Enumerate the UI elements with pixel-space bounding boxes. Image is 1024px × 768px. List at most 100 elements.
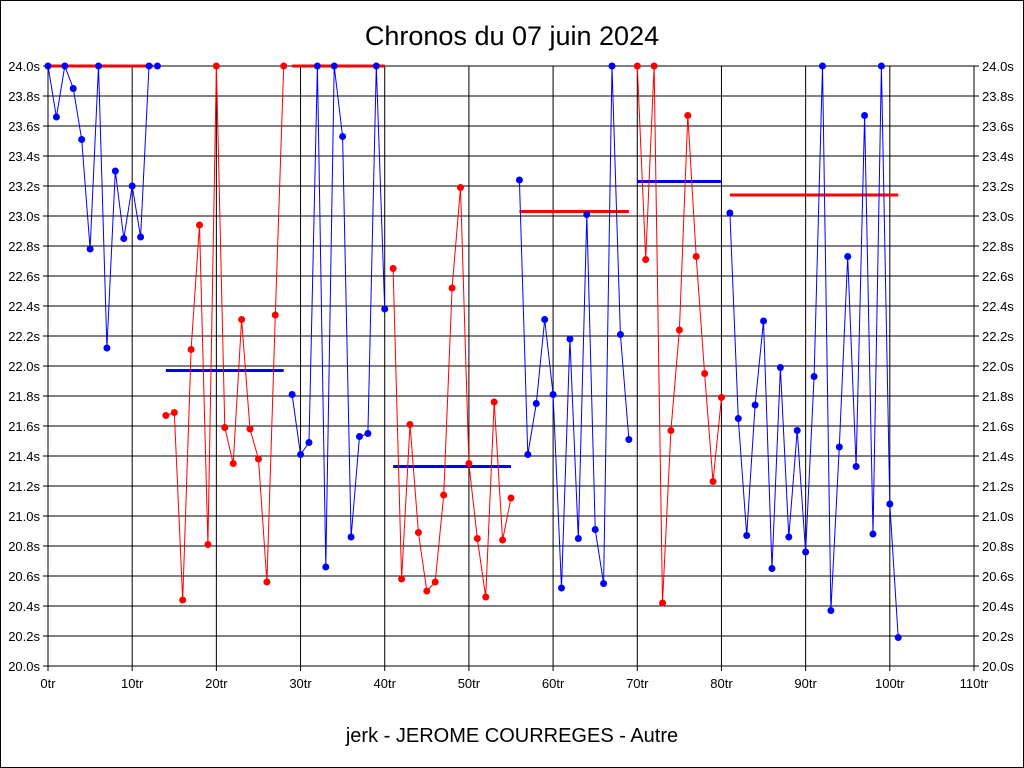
data-point (490, 398, 498, 406)
data-point (675, 326, 683, 334)
data-point (852, 463, 860, 470)
data-point (69, 85, 77, 92)
data-point (507, 494, 515, 502)
data-point (541, 316, 549, 323)
y-tick-label-left: 23.4s (8, 149, 40, 164)
y-tick-label-right: 21.0s (982, 509, 1014, 524)
data-point (743, 532, 751, 539)
data-point (196, 221, 204, 229)
series-group (44, 62, 902, 641)
y-tick-label-right: 22.6s (982, 269, 1014, 284)
data-point (869, 530, 877, 538)
data-point (414, 529, 422, 536)
data-point (78, 136, 86, 143)
chart-title: Chronos du 07 juin 2024 (365, 21, 659, 51)
grid (47, 65, 975, 667)
data-point (583, 211, 591, 218)
data-point (877, 62, 885, 70)
data-point (246, 425, 254, 433)
data-point (751, 401, 759, 409)
data-point (566, 335, 574, 343)
data-point (44, 62, 52, 70)
data-point (347, 533, 355, 541)
y-tick-label-right: 24.0s (982, 59, 1014, 74)
data-point (499, 536, 507, 544)
x-tick-label: 110tr (960, 676, 989, 691)
data-point (785, 533, 793, 541)
series-line (636, 65, 722, 604)
chart-footer: jerk - JEROME COURREGES - Autre (345, 725, 678, 747)
data-point (221, 424, 229, 431)
data-point (389, 265, 397, 272)
data-point (305, 439, 313, 446)
data-point (558, 584, 566, 592)
data-point (473, 535, 481, 542)
data-point (423, 587, 431, 595)
data-point (692, 253, 700, 260)
y-tick-label-left: 23.8s (8, 89, 40, 104)
data-point (633, 62, 641, 70)
y-tick-label-left: 21.6s (8, 419, 40, 434)
data-point (574, 535, 582, 542)
data-point (600, 580, 608, 587)
data-point (549, 391, 557, 398)
y-tick-label-right: 20.8s (982, 539, 1014, 554)
data-point (456, 184, 464, 191)
data-point (894, 634, 902, 641)
y-tick-label-right: 20.6s (982, 569, 1014, 584)
data-point (515, 176, 523, 184)
data-point (137, 233, 145, 241)
y-tick-label-right: 22.2s (982, 329, 1014, 344)
data-point (120, 235, 128, 242)
data-point (103, 344, 111, 352)
y-tick-label-right: 21.4s (982, 449, 1014, 464)
y-tick-label-left: 23.6s (8, 119, 40, 134)
data-point (827, 607, 835, 614)
x-tick-label: 100tr (875, 676, 905, 691)
data-point (381, 305, 389, 313)
data-point (793, 427, 801, 434)
data-point (162, 412, 170, 419)
data-point (667, 427, 675, 434)
data-point (95, 62, 103, 70)
x-tick-label: 60tr (542, 676, 565, 691)
y-tick-label-right: 23.6s (982, 119, 1014, 134)
x-tick-label: 0tr (40, 676, 56, 691)
series-line (47, 64, 158, 349)
data-point (482, 593, 490, 601)
y-tick-label-left: 20.6s (8, 569, 40, 584)
data-point (625, 436, 633, 443)
data-point (179, 596, 187, 604)
y-tick-label-left: 20.0s (8, 659, 40, 674)
data-point (532, 400, 540, 407)
y-tick-label-right: 22.0s (982, 359, 1014, 374)
data-point (835, 443, 843, 451)
data-point (364, 430, 372, 437)
data-point (406, 421, 414, 428)
data-point (86, 245, 94, 253)
data-point (271, 311, 279, 319)
series-line (729, 65, 899, 638)
data-point (153, 62, 161, 70)
x-tick-label: 80tr (710, 676, 733, 691)
y-axis: 20.0s 20.0s 20.2s 20.2s 20.4s 20.4s 20.6s 20.6s… (8, 59, 1014, 674)
data-point (111, 167, 119, 175)
data-point (810, 373, 818, 380)
data-point (288, 391, 296, 398)
data-point (886, 500, 894, 508)
y-tick-label-right: 22.8s (982, 239, 1014, 254)
data-point (734, 415, 742, 422)
data-point (330, 62, 338, 70)
data-point (204, 541, 212, 548)
data-point (844, 253, 852, 260)
y-tick-label-left: 20.4s (8, 599, 40, 614)
data-point (818, 62, 826, 70)
y-tick-label-right: 23.4s (982, 149, 1014, 164)
x-tick-label: 10tr (121, 676, 144, 691)
data-point (768, 565, 776, 572)
series-line (392, 187, 512, 598)
data-point (465, 460, 473, 467)
data-point (61, 62, 69, 70)
data-point (701, 370, 709, 377)
data-point (726, 209, 734, 217)
